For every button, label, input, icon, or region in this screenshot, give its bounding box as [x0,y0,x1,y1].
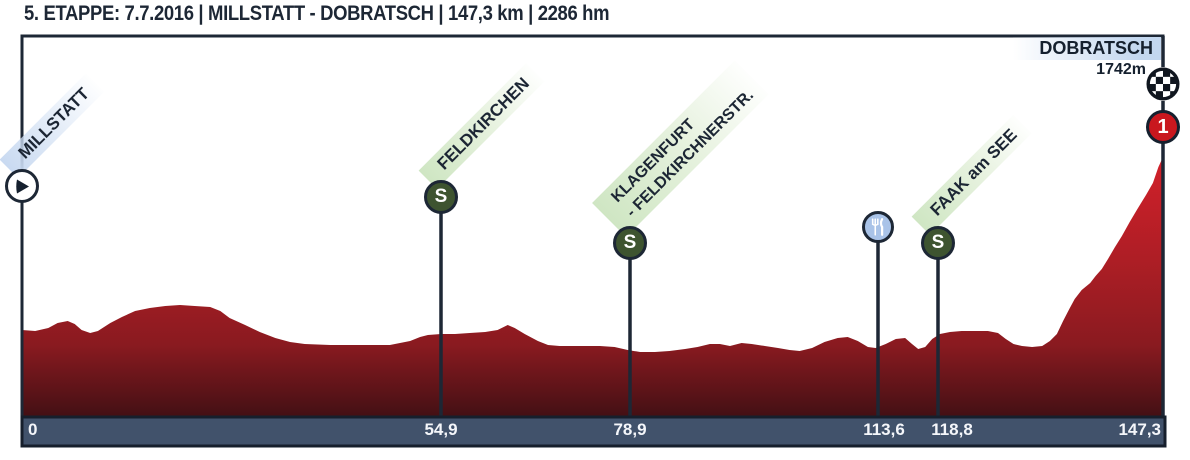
sprint-s-icon: S [931,232,945,253]
chart-frame [20,34,1165,417]
sprint-s-icon: S [623,232,637,253]
sprint-marker-klagenfurt: S [613,226,647,260]
fork-knife-icon [871,218,884,236]
sprint-s-icon: S [434,186,448,207]
axis-tick: 54,9 [424,420,458,439]
axis-tick: 118,8 [931,420,973,439]
sprint-marker-feldkirchen: S [424,180,458,214]
category-number: 1 [1157,115,1169,138]
feed-zone-marker [862,211,894,243]
axis-tick: 113,6 [863,420,905,439]
category-1-badge: 1 [1146,110,1180,144]
sprint-marker-faak-am-see: S [921,226,955,260]
axis-bar [20,415,1167,448]
axis-tick: 0 [28,420,38,439]
summit-altitude-label: 1742m [1096,61,1146,78]
finish-name-label: DOBRATSCH [1013,37,1161,60]
elevation-area [22,157,1163,417]
finish-marker [1146,67,1180,101]
checkered-flag-icon [1146,67,1180,101]
axis-tick: 78,9 [613,420,647,439]
start-arrow-icon [15,179,29,193]
stage-title: 5. ETAPPE: 7.7.2016 | MILLSTATT - DOBRAT… [24,2,610,25]
axis-tick: 147,3 [1118,420,1161,439]
start-marker [5,169,39,203]
